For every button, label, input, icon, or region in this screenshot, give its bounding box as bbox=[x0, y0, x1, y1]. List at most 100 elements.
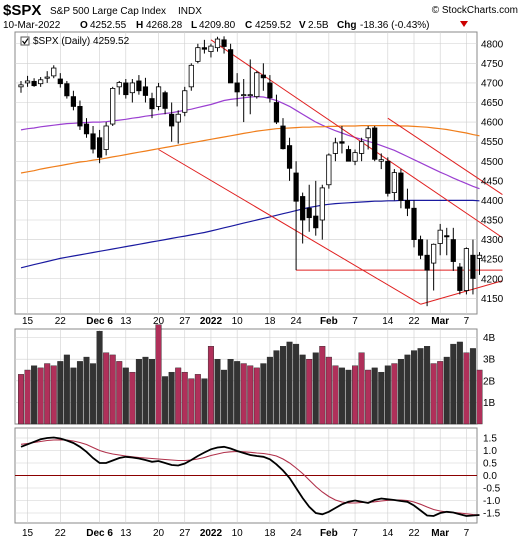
volume-bar bbox=[319, 346, 326, 425]
volume-bar bbox=[397, 359, 404, 425]
chart-header: $SPX S&P 500 Large Cap Index INDX © Stoc… bbox=[3, 2, 518, 31]
price-y-tick-label: 4350 bbox=[481, 216, 504, 227]
x-tick-label: 14 bbox=[382, 316, 394, 327]
volume-bar bbox=[168, 371, 175, 425]
candle-body bbox=[195, 47, 201, 62]
check-icon bbox=[22, 38, 29, 45]
volume-bar bbox=[299, 354, 306, 425]
volume-bar bbox=[273, 350, 280, 425]
candle-body bbox=[247, 94, 253, 97]
candle-body bbox=[352, 152, 358, 162]
x-tick-label: 10 bbox=[232, 528, 244, 539]
volume-bar bbox=[207, 346, 214, 425]
x-tick-label: 22 bbox=[55, 528, 67, 539]
high-label: H bbox=[136, 20, 143, 31]
indicator-y-tick-label: 1.0 bbox=[483, 446, 497, 457]
volume-y-tick-label: 1B bbox=[483, 398, 496, 409]
volume-bar bbox=[325, 356, 332, 425]
candle-body bbox=[273, 102, 280, 123]
x-tick-label: 2022 bbox=[200, 316, 223, 327]
volume-bar bbox=[253, 367, 260, 425]
x-tick-label: 15 bbox=[22, 316, 34, 327]
x-tick-label: 7 bbox=[352, 316, 358, 327]
volume-y-tick-label: 3B bbox=[483, 355, 496, 366]
volume-bar bbox=[260, 363, 267, 425]
change-label: Chg bbox=[337, 20, 356, 31]
candle-body bbox=[182, 90, 188, 113]
candle-body bbox=[136, 80, 142, 92]
candle-body bbox=[306, 207, 312, 219]
volume-bar bbox=[175, 367, 182, 425]
volume-bar bbox=[411, 350, 418, 425]
candle-body bbox=[326, 154, 332, 186]
legend-label: $SPX (Daily) 4259.52 bbox=[33, 36, 130, 47]
candle-body bbox=[457, 266, 463, 291]
indicator-y-tick-label: 1.5 bbox=[483, 434, 497, 445]
volume-bar bbox=[378, 371, 385, 425]
candle-body bbox=[201, 47, 207, 50]
volume-bar bbox=[293, 343, 300, 425]
volume-bar bbox=[24, 369, 31, 425]
x-tick-label: 22 bbox=[55, 316, 67, 327]
volume-plot bbox=[18, 324, 483, 425]
low-value: 4209.80 bbox=[199, 20, 236, 31]
candle-body bbox=[208, 45, 214, 52]
close-value: 4259.52 bbox=[255, 20, 292, 31]
candle-body bbox=[221, 39, 227, 47]
x-tick-label: 27 bbox=[179, 528, 191, 539]
volume-bar bbox=[63, 354, 70, 425]
candle-body bbox=[51, 67, 57, 77]
volume-bar bbox=[103, 352, 110, 425]
x-tick-label: 18 bbox=[264, 316, 276, 327]
price-y-tick-label: 4750 bbox=[481, 59, 504, 70]
candle-body bbox=[116, 82, 122, 88]
candle-body bbox=[391, 172, 397, 193]
x-tick-label: 18 bbox=[264, 528, 276, 539]
candle-body bbox=[123, 82, 129, 96]
indicator-plot bbox=[15, 436, 480, 517]
volume-bar bbox=[76, 361, 83, 425]
price-y-tick-label: 4150 bbox=[481, 294, 504, 305]
volume-bar bbox=[404, 354, 411, 425]
candle-body bbox=[444, 235, 450, 238]
x-tick-label: Mar bbox=[431, 316, 449, 327]
candle-body bbox=[103, 125, 109, 150]
volume-bar bbox=[135, 359, 142, 425]
volume-bar bbox=[286, 341, 293, 425]
volume-bar bbox=[476, 369, 483, 425]
volume-bar bbox=[338, 367, 345, 425]
candle-body bbox=[83, 123, 90, 135]
candle-body bbox=[313, 215, 319, 229]
price-y-tick-label: 4800 bbox=[481, 39, 504, 50]
volume-bar bbox=[201, 378, 208, 425]
candle-body bbox=[339, 141, 345, 144]
candle-body bbox=[254, 72, 260, 98]
legend-checkbox-icon[interactable] bbox=[20, 36, 30, 46]
volume-bar bbox=[214, 359, 221, 425]
volume-bar bbox=[247, 365, 254, 425]
x-tick-label: 24 bbox=[291, 316, 303, 327]
volume-bar bbox=[57, 361, 64, 425]
volume-bar bbox=[116, 361, 123, 425]
x-tick-label: 10 bbox=[232, 316, 244, 327]
volume-bar bbox=[280, 346, 287, 425]
candle-body bbox=[378, 159, 384, 162]
trendline bbox=[387, 117, 503, 195]
volume-bar bbox=[391, 363, 398, 425]
trendline bbox=[158, 149, 421, 305]
open-label: O bbox=[80, 20, 88, 31]
candle-body bbox=[31, 80, 37, 87]
volume-bar bbox=[188, 378, 195, 425]
moving-average-line bbox=[20, 124, 480, 174]
low-label: L bbox=[191, 20, 197, 31]
candle-body bbox=[169, 113, 175, 127]
indicator-y-tick-label: 0.0 bbox=[483, 471, 497, 482]
brand-watermark: © StockCharts.com bbox=[432, 5, 518, 16]
volume-bar bbox=[109, 354, 116, 425]
price-y-tick-label: 4200 bbox=[481, 274, 504, 285]
volume-bar bbox=[142, 356, 149, 425]
candle-body bbox=[188, 64, 194, 88]
x-tick-label: 13 bbox=[120, 316, 132, 327]
candle-body bbox=[155, 86, 162, 107]
